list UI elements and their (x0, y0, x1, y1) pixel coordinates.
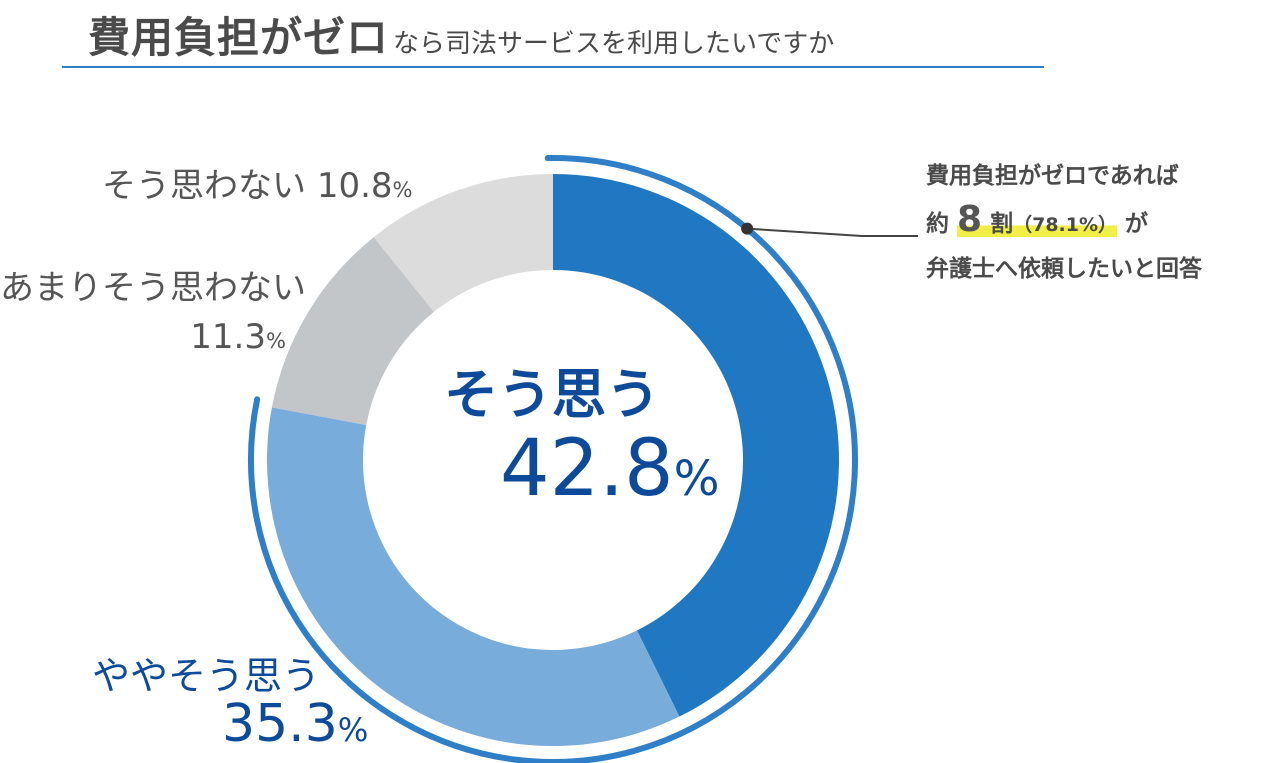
center-value-group: 42.8% (500, 424, 720, 514)
callout-highlight: 8 割（78.1%） (957, 199, 1118, 240)
slice-3 (373, 174, 553, 312)
slice-0 (553, 174, 840, 717)
slice-label-3-value: 11.3 (190, 317, 266, 357)
slice-label-1: ややそう思う (92, 645, 320, 700)
slice-label-1-value: 35.3 (222, 694, 338, 754)
slice-label-1-value-group: 35.3% (222, 694, 368, 754)
chart-title-main: 費用負担がゼロ (88, 13, 390, 62)
slice-label-3: あまりそう思わない 11.3% (0, 260, 306, 357)
center-label-value: 42.8 (500, 424, 674, 514)
callout-line-3: 弁護士へ依頼したいと回答 (926, 256, 1202, 282)
chart-title: 費用負担がゼロ なら司法サービスを利用したいですか (88, 4, 834, 65)
callout-unit: 割 (990, 211, 1014, 237)
callout-line-1: 費用負担がゼロであれば (926, 163, 1179, 189)
slice-label-1-name: ややそう思う (92, 654, 321, 698)
slice-label-2-unit: % (392, 177, 413, 202)
slice-label-2-value: 10.8 (316, 166, 393, 206)
slice-1 (267, 407, 680, 746)
callout-prefix: 約 (926, 211, 949, 237)
slice-label-2: そう思わない 10.8% (102, 158, 413, 207)
slice-label-1-unit: % (337, 711, 369, 749)
title-underline (62, 66, 1044, 68)
center-label-name: そう思う (444, 363, 660, 426)
slice-label-2-name: そう思わない (102, 166, 306, 206)
agree-bracket-arc (248, 155, 858, 763)
callout-annotation: 費用負担がゼロであれば 約 8 割（78.1%） が 弁護士へ依頼したいと回答 (926, 154, 1202, 291)
slice-2 (271, 237, 434, 426)
slice-label-3-name: あまりそう思わない (0, 268, 306, 308)
chart-title-sub: なら司法サービスを利用したいですか (393, 29, 835, 59)
callout-suffix: が (1125, 211, 1149, 237)
slice-label-3-unit: % (265, 328, 286, 353)
callout-leader-dot (741, 222, 754, 235)
callout-big-number: 8 (957, 199, 983, 240)
callout-paren: （78.1%） (1013, 214, 1118, 236)
center-label-unit: % (673, 451, 720, 507)
center-label: そう思う (444, 350, 660, 429)
callout-leader-line (747, 227, 918, 237)
callout-line-2: 約 8 割（78.1%） が (926, 198, 1202, 247)
